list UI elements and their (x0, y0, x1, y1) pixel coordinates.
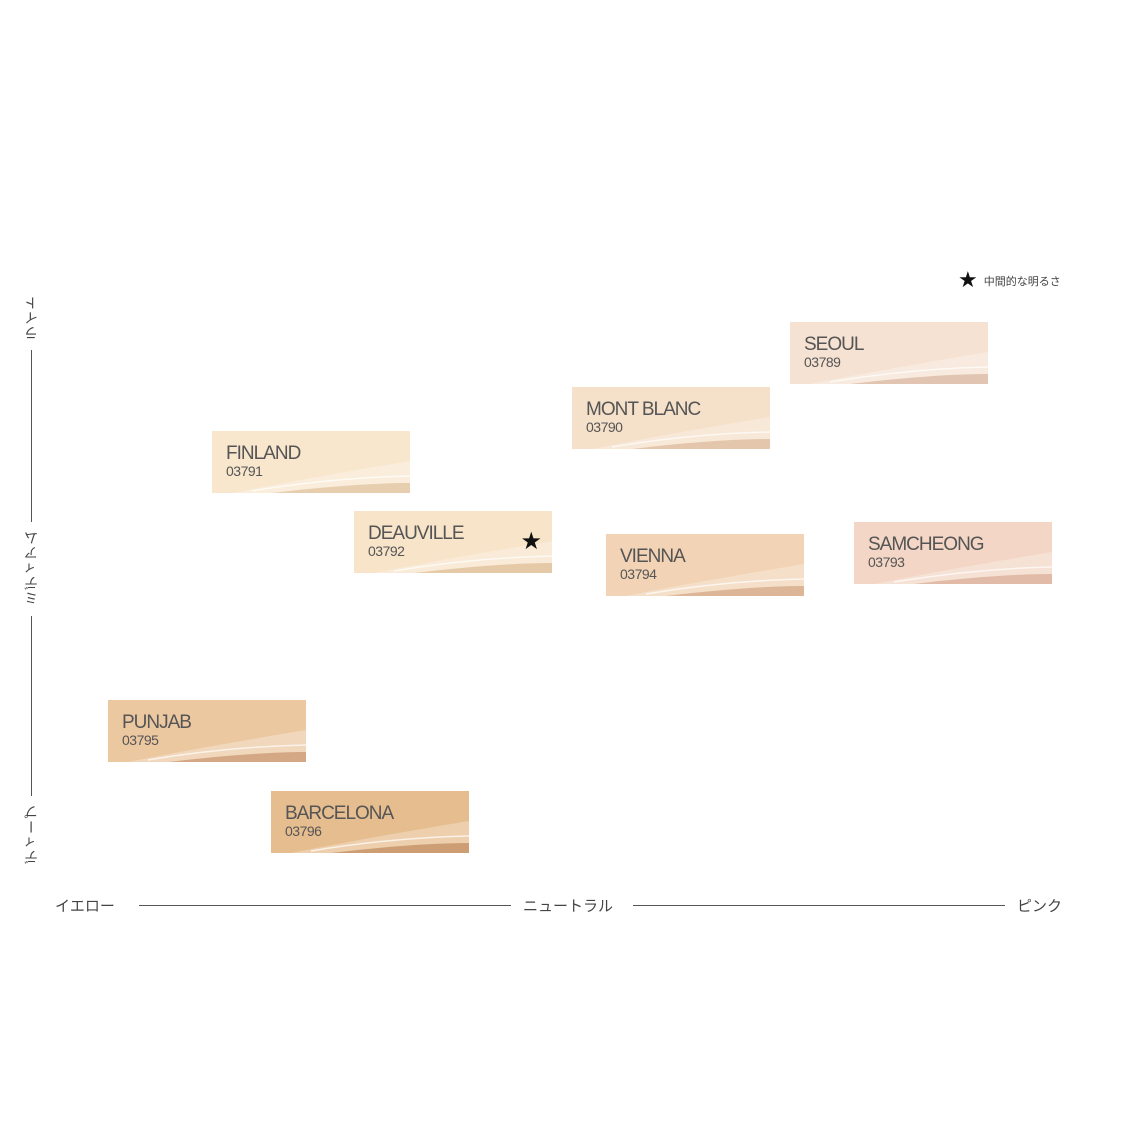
swatch-sheen (147, 744, 306, 761)
swatch-streak (291, 821, 469, 853)
shade-code: 03796 (285, 823, 322, 839)
swatch-sheen (829, 366, 988, 383)
swatch-vienna: VIENNA 03794 (606, 534, 804, 596)
swatch-sheen (310, 835, 469, 852)
shade-code: 03791 (226, 463, 263, 479)
swatch-stroke (168, 752, 306, 762)
swatch-streak (128, 730, 306, 762)
axis-label-pink: ピンク (1017, 897, 1063, 915)
swatch-sheen (645, 578, 804, 595)
swatch-stroke (666, 586, 804, 596)
shade-code: 03794 (620, 566, 657, 582)
swatch-seoul: SEOUL 03789 (790, 322, 988, 384)
swatch-stroke (850, 374, 988, 384)
swatch-deauville: DEAUVILLE 03792 ★ (354, 511, 552, 573)
axis-label-medium: ミディアム (24, 530, 40, 606)
swatch-streak (810, 352, 988, 384)
swatch-streak (874, 552, 1052, 584)
shade-code: 03793 (868, 554, 905, 570)
axis-label-deep: ディープ (24, 804, 40, 864)
swatch-sheen (393, 555, 552, 572)
shade-name: BARCELONA (285, 803, 394, 824)
swatch-sheen (611, 431, 770, 448)
shade-name: SAMCHEONG (868, 534, 985, 555)
shade-name: FINLAND (226, 443, 301, 464)
star-icon: ★ (958, 268, 978, 293)
shade-name: DEAUVILLE (368, 523, 465, 544)
shade-name: MONT BLANC (586, 399, 701, 420)
swatch-sheen (893, 566, 1052, 583)
axis-label-yellow: イエロー (55, 897, 115, 915)
axis-line (633, 905, 1005, 906)
shade-code: 03795 (122, 732, 159, 748)
axis-line (31, 616, 32, 796)
legend-text: 中間的な明るさ (983, 275, 1061, 288)
swatch-barcelona: BARCELONA 03796 (271, 791, 469, 853)
shade-name: VIENNA (620, 546, 686, 567)
shade-code: 03789 (804, 354, 841, 370)
swatch-streak (626, 564, 804, 596)
swatch-streak (592, 417, 770, 449)
swatch-samcheong: SAMCHEONG 03793 (854, 522, 1052, 584)
swatch-stroke (272, 483, 410, 493)
swatch-sheen (251, 475, 410, 492)
swatch-stroke (414, 563, 552, 573)
axis-line (139, 905, 511, 906)
vertical-axis: ライト ミディアム ディープ (22, 290, 42, 870)
swatch-streak (374, 541, 552, 573)
swatch-streak (232, 461, 410, 493)
legend: ★ 中間的な明るさ (958, 270, 1061, 292)
axis-line (31, 350, 32, 522)
swatch-punjab: PUNJAB 03795 (108, 700, 306, 762)
shade-name: SEOUL (804, 334, 864, 355)
swatch-mont-blanc: MONT BLANC 03790 (572, 387, 770, 449)
horizontal-axis: イエロー ニュートラル ピンク (55, 893, 1075, 917)
shade-code: 03792 (368, 543, 405, 559)
shade-code: 03790 (586, 419, 623, 435)
axis-label-neutral: ニュートラル (523, 897, 614, 915)
swatch-stroke (914, 574, 1052, 584)
axis-label-light: ライト (24, 295, 40, 341)
swatch-stroke (331, 843, 469, 853)
swatch-finland: FINLAND 03791 (212, 431, 410, 493)
star-icon: ★ (520, 527, 542, 555)
swatch-stroke (632, 439, 770, 449)
shade-name: PUNJAB (122, 712, 192, 733)
